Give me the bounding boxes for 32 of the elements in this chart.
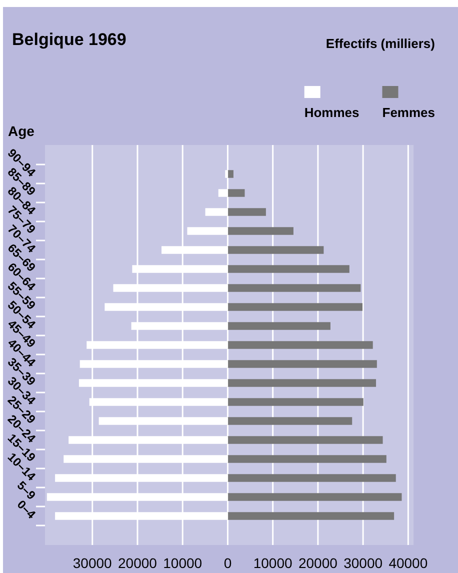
bar: [227, 360, 377, 368]
bar: [227, 474, 396, 482]
bar: [227, 417, 352, 425]
bar: [227, 436, 383, 444]
x-tick-label: 20000: [298, 554, 338, 571]
x-tick-label: 30000: [344, 554, 383, 571]
legend-label: Hommes: [304, 105, 360, 120]
text: Effectifs (milliers): [326, 36, 435, 51]
y-axis-title: Age: [8, 123, 35, 139]
bar: [227, 322, 330, 330]
x-tick-label: 40000: [388, 554, 428, 571]
bar: [227, 455, 386, 463]
bar: [227, 208, 266, 216]
bar: [227, 341, 373, 349]
bar: [227, 170, 234, 178]
bar: [227, 512, 394, 520]
bar: [227, 398, 364, 406]
bar: [227, 265, 350, 273]
x-tick-label: 10000: [253, 554, 292, 571]
bar: [227, 303, 362, 311]
bar: [227, 189, 245, 197]
x-tick-label: 30000: [72, 554, 112, 571]
legend-label: Femmes: [382, 105, 435, 120]
x-tick-label: 20000: [118, 554, 158, 571]
bar: [227, 227, 294, 235]
x-tick-label: 0: [224, 554, 232, 571]
bar: [227, 284, 361, 292]
x-tick-label: 10000: [163, 554, 202, 571]
chart-title: Belgique 1969: [12, 30, 126, 49]
bar: [227, 246, 324, 254]
bar: [227, 493, 402, 501]
bar: [227, 379, 376, 387]
